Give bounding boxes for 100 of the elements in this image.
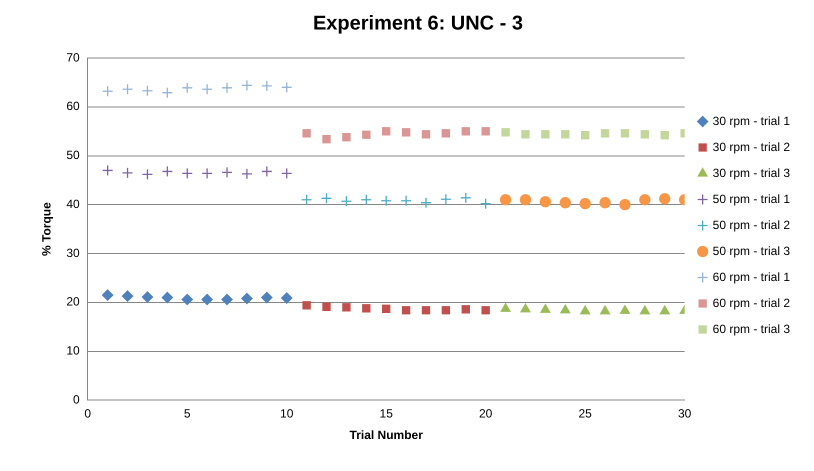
point [102,86,114,97]
legend-label: 60 rpm - trial 3 [712,322,790,336]
point [541,130,550,138]
point [142,168,154,180]
point [302,301,311,310]
point [600,306,610,314]
point [322,134,331,144]
point [501,128,510,136]
point [122,167,134,179]
point [362,304,370,312]
point [500,194,512,206]
point [261,80,272,92]
point [520,304,530,312]
x-axis-title: Trial Number [350,428,424,442]
point [241,292,253,304]
point [382,127,390,136]
y-axis-title: % Torque [40,202,54,256]
point [201,168,213,180]
point [442,306,450,314]
point [300,194,312,206]
y-tick-label: 60 [66,99,80,114]
point [340,196,352,207]
point [221,294,233,306]
point [182,82,193,94]
y-tick-label: 10 [66,344,80,358]
point [360,194,372,206]
y-tick-label: 50 [66,148,80,162]
point [422,130,430,138]
point [420,197,432,208]
point [481,127,490,136]
point [480,198,492,210]
point [580,306,590,314]
point [402,306,410,314]
point [201,84,213,95]
point [462,305,470,314]
x-tick-label: 10 [280,406,294,421]
point [520,194,532,206]
point [102,289,114,301]
point [322,302,331,312]
point [281,168,292,180]
point [560,304,570,314]
y-tick-label: 40 [66,196,80,211]
point [281,292,292,304]
point [599,197,611,208]
point [261,166,272,178]
point [442,129,450,138]
x-tick-label: 15 [380,406,394,421]
point [640,306,650,314]
legend-label: 60 rpm - trial 1 [712,270,790,284]
point [561,130,570,138]
point [500,303,511,312]
y-tick-label: 70 [66,50,80,64]
point [162,166,173,178]
point [281,82,292,93]
point [620,129,630,138]
legend-label: 50 rpm - trial 2 [712,218,790,232]
x-tick-label: 20 [479,406,493,421]
point [619,199,631,210]
legend-label: 30 rpm - trial 2 [712,140,790,154]
point [639,194,650,206]
point [122,290,134,302]
legend-label: 50 rpm - trial 3 [712,244,790,258]
point [201,294,213,306]
point [302,129,311,138]
point [182,294,193,306]
point [400,195,412,206]
y-tick-label: 0 [73,392,80,407]
legend-label: 50 rpm - trial 1 [712,192,790,206]
point [182,168,193,180]
point [241,80,253,92]
legend-label: 30 rpm - trial 3 [712,166,790,180]
point [402,128,410,136]
legend-label: 30 rpm - trial 1 [712,114,790,128]
point [162,292,173,304]
point [261,292,272,304]
point [521,130,530,138]
point [380,195,392,206]
y-tick-label: 20 [66,294,80,309]
x-tick-label: 25 [578,406,592,421]
point [342,133,351,142]
point [422,306,430,314]
point [320,192,332,204]
point [640,130,650,138]
point [660,306,670,314]
point [580,131,590,140]
point [540,196,552,208]
point [440,194,452,205]
point [462,127,470,136]
point [382,304,390,313]
legend-label: 60 rpm - trial 2 [712,296,790,310]
point [142,291,154,303]
point [122,84,134,95]
point [102,164,114,176]
point [659,193,670,204]
point [481,306,490,314]
point [241,168,253,180]
point [660,131,669,140]
point [142,85,154,96]
y-tick-label: 30 [66,246,80,260]
point [620,305,630,314]
